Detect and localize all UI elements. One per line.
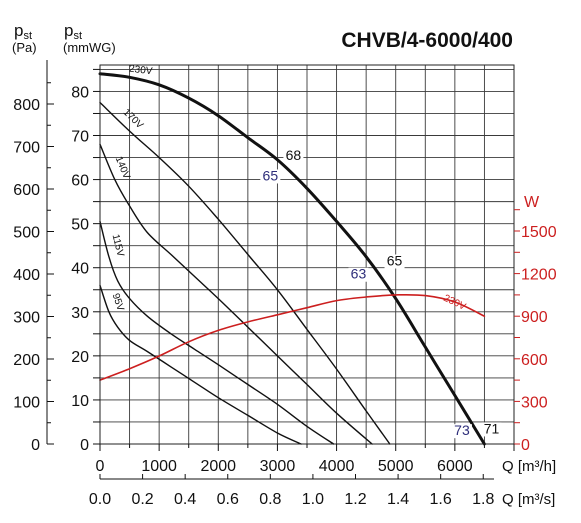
x-axis-m3h-tick-label: 5000 xyxy=(378,458,414,475)
mmwg-tick-label: 80 xyxy=(71,84,89,101)
pa-axis-label: pst xyxy=(14,21,32,42)
series-layer xyxy=(98,72,486,446)
mmwg-axis-label: pst xyxy=(64,21,82,42)
x-axis-m3h-tick-label: 0 xyxy=(96,458,105,475)
pressure-curve-label-170v: 170V xyxy=(121,107,146,131)
annotation-label: 68 xyxy=(286,147,302,163)
x-axis-m3h-tick-label: 6000 xyxy=(437,458,473,475)
pressure-curve-170v xyxy=(99,101,391,445)
mmwg-tick-label: 20 xyxy=(71,349,89,366)
mmwg-axis-unit: (mmWG) xyxy=(63,40,116,55)
pressure-curve-95v xyxy=(99,284,302,445)
annotation-label: 73 xyxy=(454,422,470,438)
pa-tick-label: 700 xyxy=(13,140,40,157)
power-curve-230v xyxy=(99,293,486,381)
annotation-backdrop xyxy=(348,267,369,282)
x-axis-m3s-tick-label: 1.6 xyxy=(430,491,452,508)
pa-tick-label: 800 xyxy=(13,97,40,114)
annotation-backdrop xyxy=(283,148,304,163)
pa-tick-label: 300 xyxy=(13,310,40,327)
x-axis-m3s-label: Q [m³/s] xyxy=(502,491,555,508)
grid xyxy=(100,65,514,444)
annotation-label: 65 xyxy=(263,167,279,183)
pa-axis-label-main: p xyxy=(14,21,23,40)
power-tick-label: 600 xyxy=(521,352,548,369)
pa-tick-label: 0 xyxy=(31,437,40,454)
mmwg-tick-label: 40 xyxy=(71,261,89,278)
pa-tick-label: 600 xyxy=(13,182,40,199)
pa-axis-unit: (Pa) xyxy=(12,40,37,55)
pressure-curve-label-115v: 115V xyxy=(110,233,126,258)
x-axis-m3h-tick-label: 3000 xyxy=(260,458,296,475)
x-axis-m3h-tick-label: 2000 xyxy=(200,458,236,475)
x-axis-m3h-label: Q [m³/h] xyxy=(502,458,556,475)
power-axis-label: W xyxy=(524,194,540,211)
x-axis-m3h-tick-label: 4000 xyxy=(319,458,355,475)
pa-tick-label: 100 xyxy=(13,395,40,412)
pressure-curve-230v xyxy=(98,72,486,446)
x-axis-m3s-tick-label: 1.8 xyxy=(472,491,494,508)
mmwg-tick-label: 10 xyxy=(71,393,89,410)
annotation-backdrop xyxy=(481,422,502,437)
x-axis-m3s-tick-label: 0.0 xyxy=(89,491,111,508)
chart-title: CHVB/4-6000/400 xyxy=(341,29,513,52)
pa-tick-label: 500 xyxy=(13,225,40,242)
mmwg-axis-label-main: p xyxy=(64,21,73,40)
x-axis-m3s-tick-label: 1.2 xyxy=(344,491,366,508)
annotation-label: 65 xyxy=(387,253,403,269)
mmwg-tick-label: 0 xyxy=(80,437,89,454)
annotation-backdrop xyxy=(260,169,281,184)
power-tick-label: 300 xyxy=(521,394,548,411)
pressure-curve-label-140v: 140V xyxy=(113,155,132,181)
x-axis-m3s-tick-label: 0.8 xyxy=(259,491,281,508)
x-axis-m3s-tick-label: 1.4 xyxy=(387,491,409,508)
x-axis-m3s-tick-label: 0.2 xyxy=(131,491,153,508)
pa-tick-label: 400 xyxy=(13,267,40,284)
power-tick-label: 900 xyxy=(521,309,548,326)
mmwg-tick-label: 60 xyxy=(71,173,89,190)
power-tick-label: 1500 xyxy=(521,224,557,241)
mmwg-tick-label: 70 xyxy=(71,129,89,146)
pressure-curve-115v xyxy=(99,220,335,445)
annotation-label: 71 xyxy=(484,420,500,436)
x-axis-m3s-tick-label: 1.0 xyxy=(302,491,324,508)
pa-axis-label-sub: st xyxy=(23,30,32,42)
axes: 0100200300400500600700800010203040506070… xyxy=(13,60,557,508)
power-tick-label: 0 xyxy=(521,437,530,454)
pressure-curve-label-95v: 95V xyxy=(110,292,126,313)
x-axis-m3s-tick-label: 0.6 xyxy=(217,491,239,508)
mmwg-tick-label: 30 xyxy=(71,305,89,322)
pressure-curve-label-230v: 230V xyxy=(128,64,153,78)
annotation-backdrop xyxy=(384,254,405,269)
x-axis-m3s-tick-label: 0.4 xyxy=(174,491,196,508)
annotation-backdrop xyxy=(451,424,472,439)
mmwg-axis-label-sub: st xyxy=(73,30,82,42)
x-axis-m3h-tick-label: 1000 xyxy=(141,458,177,475)
annotation-label: 63 xyxy=(351,266,367,282)
power-tick-label: 1200 xyxy=(521,267,557,284)
mmwg-tick-label: 50 xyxy=(71,217,89,234)
pressure-curve-140v xyxy=(99,143,373,445)
pa-tick-label: 200 xyxy=(13,352,40,369)
